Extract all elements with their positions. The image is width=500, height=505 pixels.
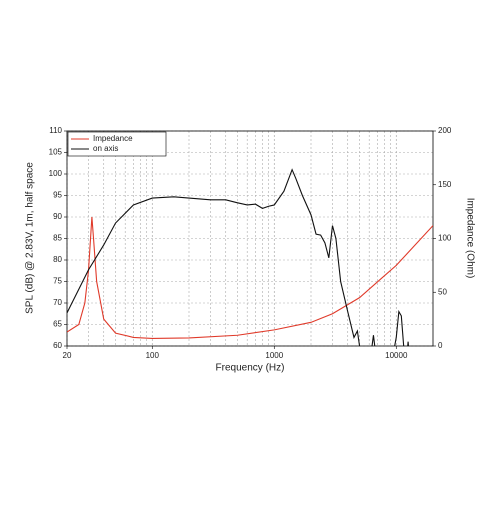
x-tick-label: 1000 (265, 351, 283, 360)
plot-frame (66, 130, 434, 347)
y-tick-label: 90 (53, 212, 62, 221)
y2-tick-label: 150 (438, 180, 452, 189)
y-tick-label: 70 (53, 298, 62, 307)
x-tick-label: 10000 (385, 351, 408, 360)
legend-label: Impedance (93, 134, 133, 143)
x-axis-label: Frequency (Hz) (216, 363, 285, 374)
y-tick-label: 65 (53, 320, 62, 329)
y2-tick-label: 100 (438, 234, 452, 243)
y-tick-label: 75 (53, 277, 62, 286)
plot-area (67, 168, 433, 346)
y-tick-label: 100 (49, 169, 63, 178)
x-tick-label: 100 (146, 351, 160, 360)
y-tick-label: 80 (53, 255, 62, 264)
series-line (67, 168, 409, 346)
y2-tick-label: 50 (438, 287, 447, 296)
y-tick-label: 60 (53, 341, 62, 350)
y-tick-label: 95 (53, 191, 62, 200)
y-tick-label: 85 (53, 234, 62, 243)
y-tick-label: 110 (49, 126, 62, 135)
legend-label: on axis (93, 144, 118, 153)
series-line (67, 216, 433, 340)
y-tick-label: 105 (49, 148, 63, 157)
y2-tick-label: 200 (438, 126, 452, 135)
legend-box (67, 131, 167, 157)
x-tick-label: 20 (63, 351, 72, 360)
y2-tick-label: 0 (438, 341, 443, 350)
y-axis-label: SPL (dB) @ 2.83V, 1m, half space (25, 162, 36, 314)
y2-axis-label: Impedance (Ohm) (464, 198, 475, 279)
